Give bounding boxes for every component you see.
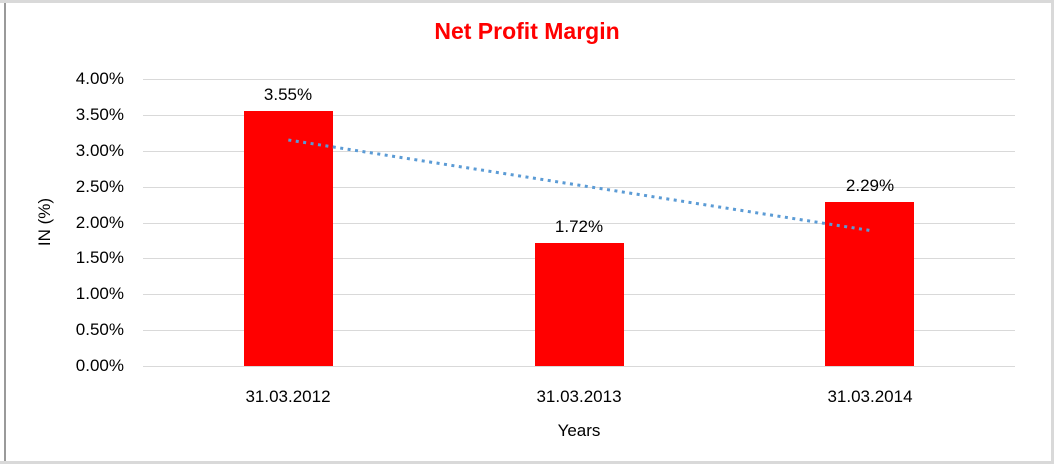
category-label: 31.03.2013 bbox=[536, 387, 622, 406]
y-tick-label: 2.50% bbox=[75, 177, 124, 196]
gridline bbox=[143, 115, 1015, 116]
y-tick-label: 1.50% bbox=[75, 248, 124, 267]
category-label: 31.03.2014 bbox=[827, 387, 913, 406]
bar bbox=[244, 111, 333, 366]
y-tick-label: 4.00% bbox=[75, 69, 124, 88]
y-tick-label: 0.00% bbox=[75, 356, 124, 375]
bar-value-label: 2.29% bbox=[845, 176, 895, 195]
bar-value-label: 3.55% bbox=[263, 85, 313, 104]
y-tick-label: 2.00% bbox=[75, 213, 124, 232]
frame-border-bottom bbox=[0, 461, 1054, 464]
y-axis-title: IN (%) bbox=[35, 197, 54, 247]
frame-border-top bbox=[0, 0, 1054, 3]
bar bbox=[825, 202, 914, 366]
category-label: 31.03.2012 bbox=[245, 387, 331, 406]
chart-title: Net Profit Margin bbox=[434, 18, 620, 44]
frame-border-right bbox=[1051, 0, 1054, 464]
y-tick-label: 0.50% bbox=[75, 320, 124, 339]
gridline bbox=[143, 79, 1015, 80]
frame-border-left bbox=[4, 3, 6, 461]
y-tick-label: 1.00% bbox=[75, 284, 124, 303]
gridline bbox=[143, 366, 1015, 367]
y-tick-label: 3.50% bbox=[75, 105, 124, 124]
bar-value-label: 1.72% bbox=[554, 217, 604, 236]
x-axis-title: Years bbox=[557, 421, 601, 440]
y-tick-label: 3.00% bbox=[75, 141, 124, 160]
bar bbox=[535, 243, 624, 366]
